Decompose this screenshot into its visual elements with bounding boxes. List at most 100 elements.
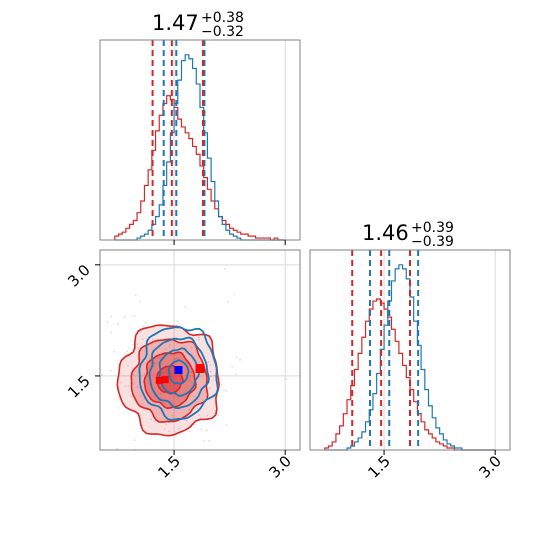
scatter-point xyxy=(190,371,192,374)
joint-y-tick-label-1: 3.0 xyxy=(64,261,94,291)
scatter-point xyxy=(127,364,129,367)
scatter-point xyxy=(239,358,241,361)
scatter-point xyxy=(132,374,134,376)
blue-contour-level-3 xyxy=(138,326,219,421)
scatter-point xyxy=(209,370,212,373)
scatter-point xyxy=(133,315,136,317)
marginal-panel-param2 xyxy=(309,249,511,451)
scatter-point xyxy=(120,381,122,384)
scatter-point xyxy=(177,397,180,400)
scatter-point xyxy=(157,481,159,483)
scatter-point xyxy=(136,386,139,388)
scatter-point xyxy=(198,414,200,416)
scatter-point xyxy=(173,358,176,361)
scatter-point xyxy=(126,350,129,353)
scatter-point xyxy=(110,331,113,334)
scatter-point xyxy=(151,338,154,341)
blue-contour-level-1 xyxy=(158,347,200,397)
scatter-point xyxy=(123,316,126,318)
scatter-point xyxy=(134,294,137,297)
param2-x-tick-label-1: 3.0 xyxy=(475,452,505,482)
scatter-point xyxy=(150,418,152,420)
scatter-point xyxy=(189,375,192,377)
scatter-point xyxy=(159,547,161,549)
scatter-point xyxy=(184,305,187,308)
scatter-point xyxy=(235,356,238,358)
scatter-point xyxy=(110,370,112,372)
scatter-point xyxy=(223,389,225,391)
scatter-point xyxy=(171,376,174,379)
scatter-point xyxy=(234,373,237,376)
scatter-point xyxy=(225,389,227,392)
scatter-point xyxy=(169,381,171,384)
scatter-point xyxy=(217,414,220,417)
scatter-point xyxy=(207,361,210,363)
scatter-point xyxy=(209,387,211,389)
joint-panel-frame xyxy=(99,249,301,451)
scatter-point xyxy=(285,378,288,380)
scatter-point xyxy=(174,358,177,360)
scatter-point xyxy=(223,268,226,270)
scatter-point xyxy=(21,331,23,333)
scatter-point xyxy=(168,346,171,349)
marginal-title-param2-minus: −0.39 xyxy=(411,234,454,250)
param2-x-tick-label-0: 1.5 xyxy=(364,452,394,482)
scatter-point xyxy=(117,397,120,400)
marginal-title-param1-plus: +0.38 xyxy=(201,10,244,26)
marginal-title-param2-value: 1.46 xyxy=(362,221,409,245)
scatter-point xyxy=(178,427,180,430)
scatter-point xyxy=(214,409,216,412)
param1-histogram-blue xyxy=(114,54,286,241)
scatter-point xyxy=(127,385,130,387)
scatter-point xyxy=(161,372,164,375)
joint-x-tick-label-1: 3.0 xyxy=(265,452,295,482)
scatter-point xyxy=(133,382,135,385)
scatter-point xyxy=(149,340,152,343)
scatter-point xyxy=(94,371,96,373)
scatter-point xyxy=(168,379,171,382)
scatter-point xyxy=(208,439,211,442)
blue-contour-level-2 xyxy=(148,336,210,409)
param2-histogram-red xyxy=(324,298,496,451)
scatter-point xyxy=(171,373,173,376)
red-peak-marker-2 xyxy=(195,364,205,374)
scatter-point xyxy=(188,380,190,383)
scatter-point xyxy=(133,439,136,441)
scatter-point xyxy=(141,338,144,340)
scatter-point xyxy=(176,357,178,359)
scatter-point xyxy=(168,430,171,433)
scatter-point xyxy=(190,346,193,349)
scatter-point xyxy=(116,447,118,450)
scatter-point xyxy=(187,365,190,367)
scatter-point xyxy=(147,461,149,463)
scatter-point xyxy=(227,300,229,303)
scatter-point xyxy=(95,399,97,401)
marginal-panel-param1-frame xyxy=(99,39,301,241)
scatter-point xyxy=(231,365,233,368)
marginal-panel-param1 xyxy=(99,39,301,241)
param1-histogram-red xyxy=(114,95,286,241)
scatter-point xyxy=(117,323,120,326)
red-peak-marker-1 xyxy=(161,376,169,384)
scatter-point xyxy=(159,357,161,359)
scatter-point xyxy=(225,424,228,426)
scatter-point xyxy=(193,395,195,398)
scatter-point xyxy=(176,320,178,322)
scatter-point xyxy=(163,428,166,430)
param2-histogram-blue xyxy=(324,264,496,451)
red-peak-marker-0 xyxy=(155,376,163,384)
marginal-title-param1-value: 1.47 xyxy=(152,11,199,35)
scatter-point xyxy=(106,321,109,323)
scatter-point xyxy=(198,336,200,339)
scatter-point xyxy=(224,456,226,458)
scatter-point xyxy=(138,301,141,304)
scatter-point xyxy=(128,347,131,349)
scatter-point xyxy=(111,462,113,464)
marginal-title-param1-minus: −0.32 xyxy=(201,24,244,40)
blue-contour-level-0 xyxy=(167,359,190,385)
joint-x-tick-label-0: 1.5 xyxy=(154,452,184,482)
scatter-point xyxy=(198,338,200,341)
scatter-point xyxy=(110,315,112,318)
scatter-point xyxy=(171,414,174,417)
scatter-point xyxy=(137,347,139,349)
